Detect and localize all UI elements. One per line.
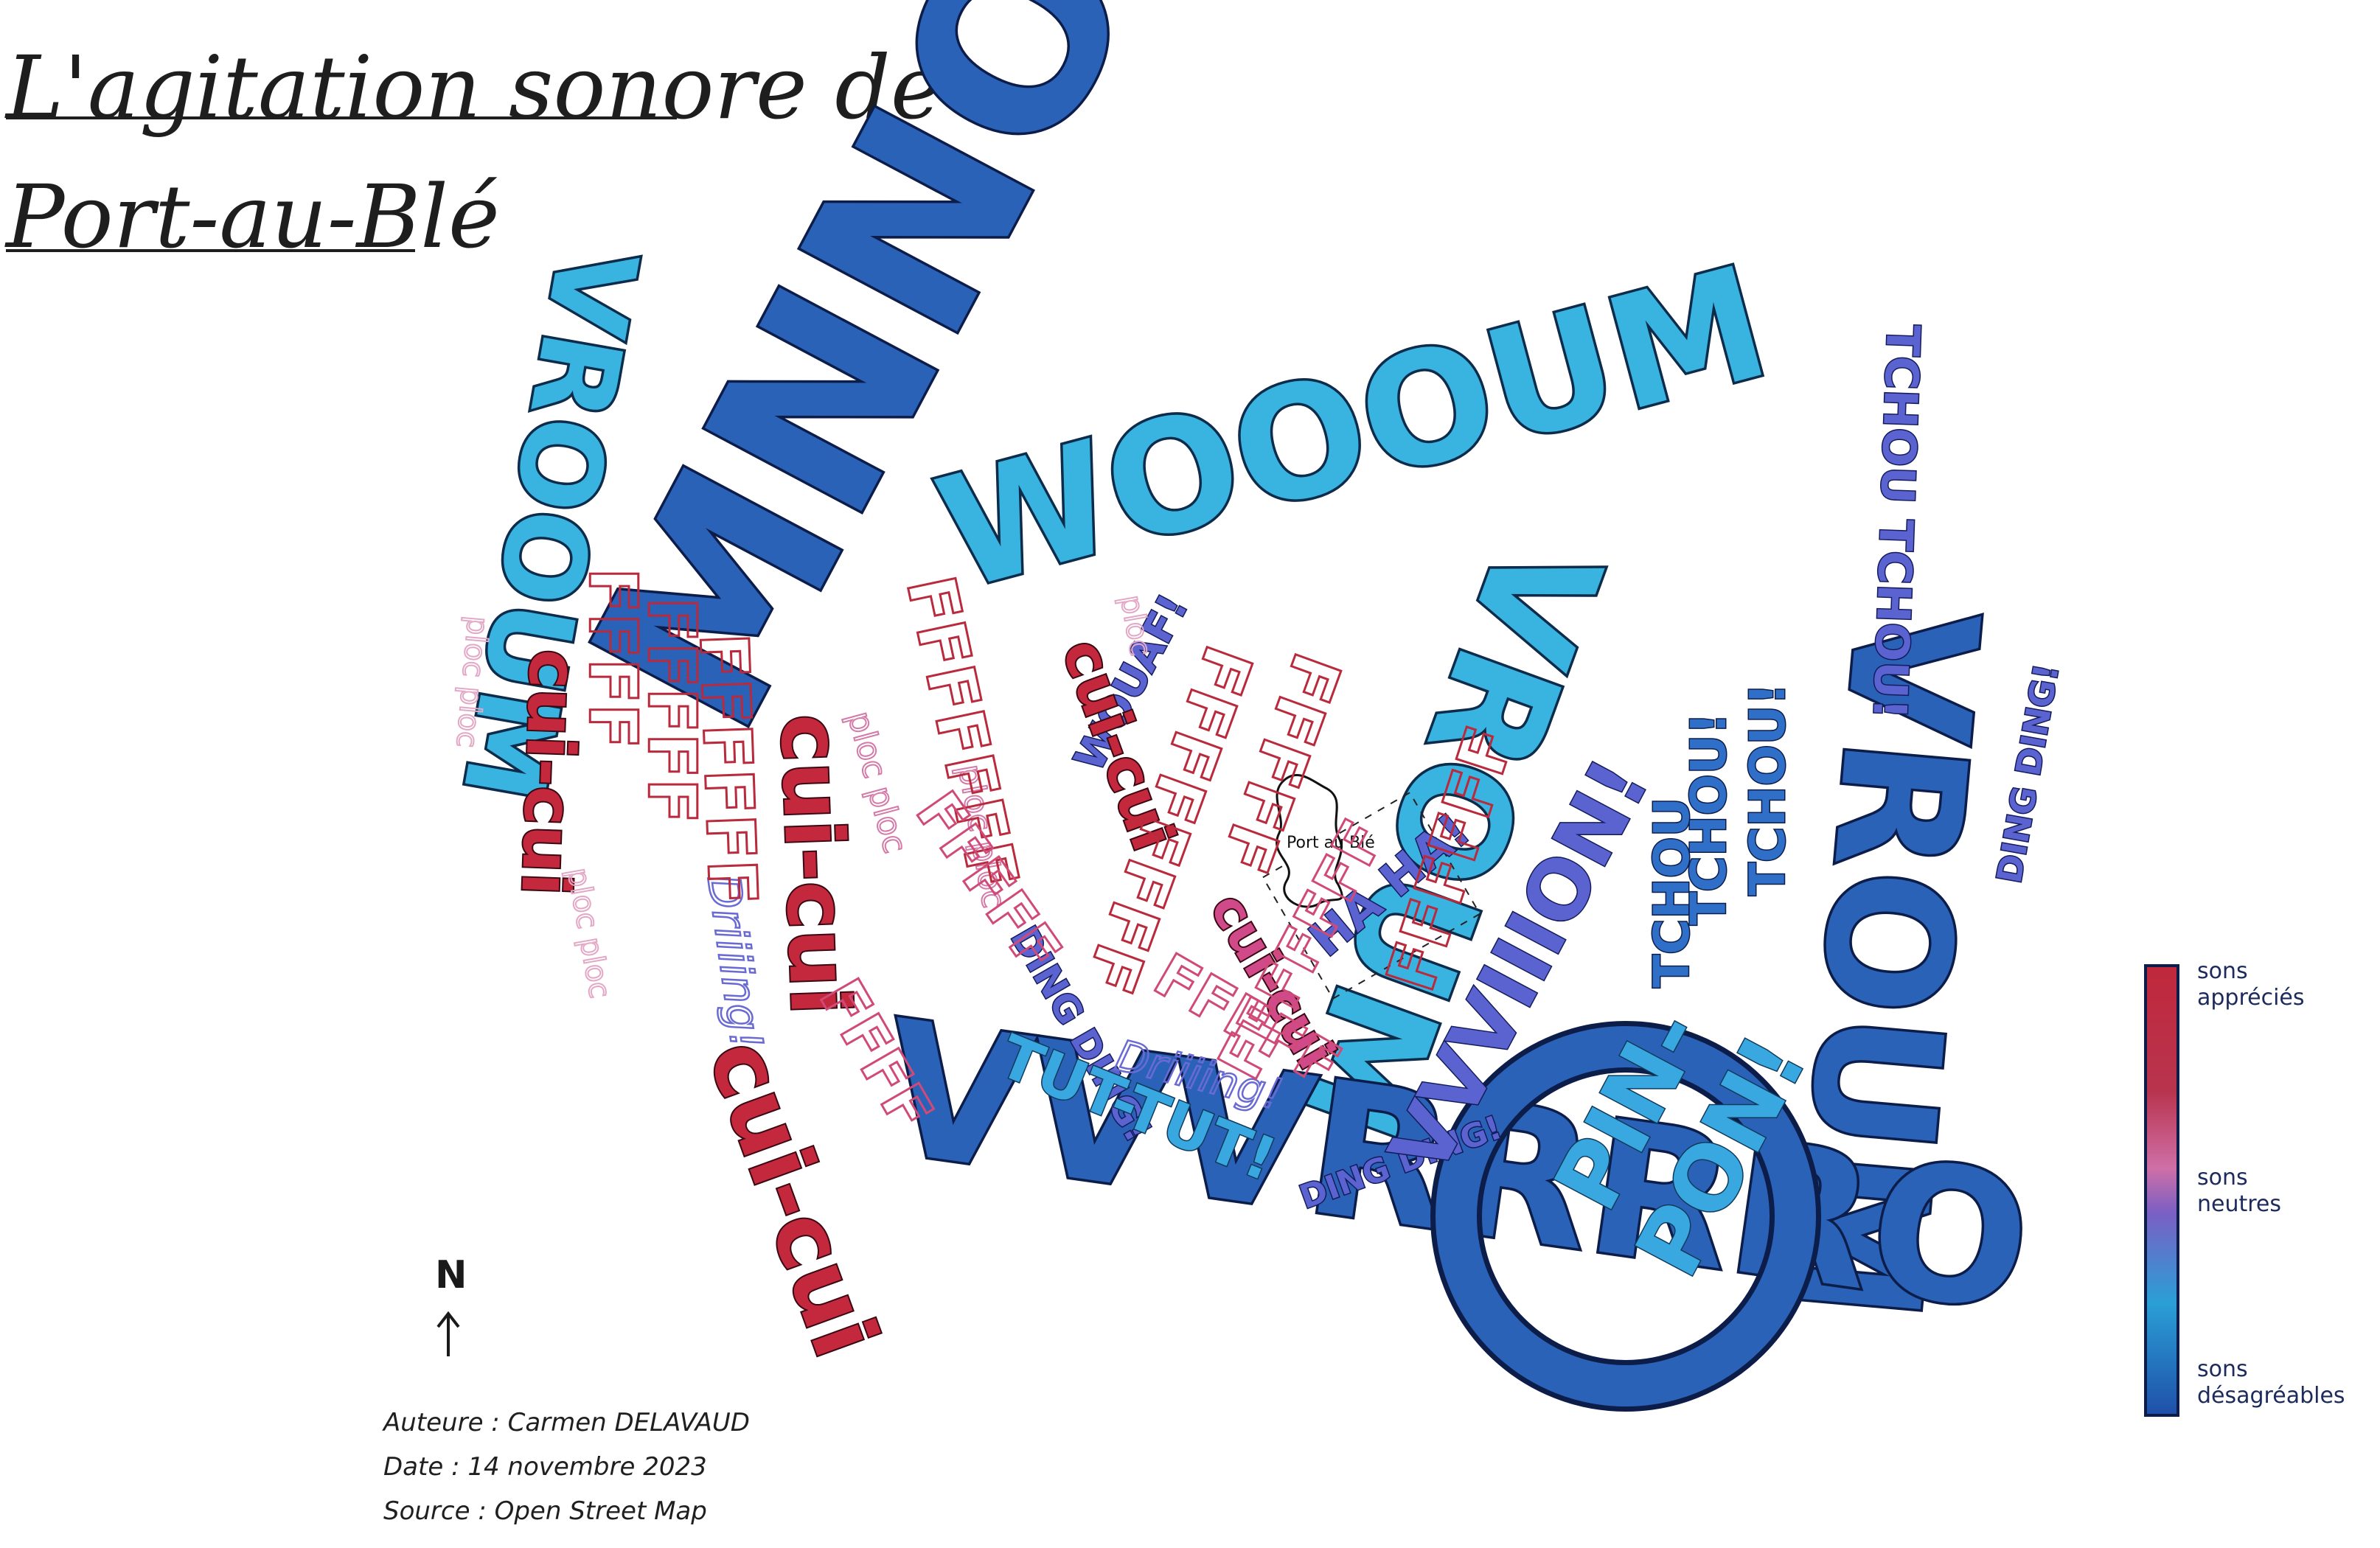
place-outline (1276, 773, 1343, 908)
legend-label-unpleasant: sons désagréables (2197, 1356, 2345, 1409)
credit-author: Auteure : Carmen DELAVAUD (383, 1408, 750, 1437)
sound-tchou-2: TCHOU! (1739, 683, 1796, 896)
sound-cuicui-2: cui-cui (762, 712, 867, 1016)
place-label: Port au Blé (1287, 834, 1375, 852)
sound-o-ring-inner (1436, 1026, 1816, 1406)
title-underline-1 (6, 116, 677, 119)
legend-label-appreciated: sons appréciés (2197, 958, 2305, 1011)
legend-label-neutral: sons neutres (2197, 1165, 2282, 1217)
sound-ploc-2: ploc ploc (560, 865, 616, 1001)
sound-cuicui-1: cui-cui (506, 648, 592, 896)
legend-bar (2144, 964, 2179, 1417)
north-arrow-head (436, 1311, 460, 1328)
credit-source: Source : Open Street Map (383, 1496, 707, 1526)
title-underline-2 (6, 249, 415, 252)
sound-fff-1: FFFF (574, 568, 651, 749)
sound-tchou-1: TCHOU! (1680, 713, 1737, 926)
map-title-line1: L'agitation sonore de (6, 37, 942, 139)
sound-tchou-3: TCHOU (1643, 798, 1700, 988)
sound-fff-2: FFFFF (633, 597, 710, 823)
haha-box (1262, 791, 1481, 1000)
sound-wooum-inner: WOOOUM (922, 232, 1785, 625)
sound-fff-3: FFFFFF (684, 632, 771, 906)
north-label: N (435, 1253, 467, 1297)
credit-date: Date : 14 novembre 2023 (383, 1452, 707, 1482)
